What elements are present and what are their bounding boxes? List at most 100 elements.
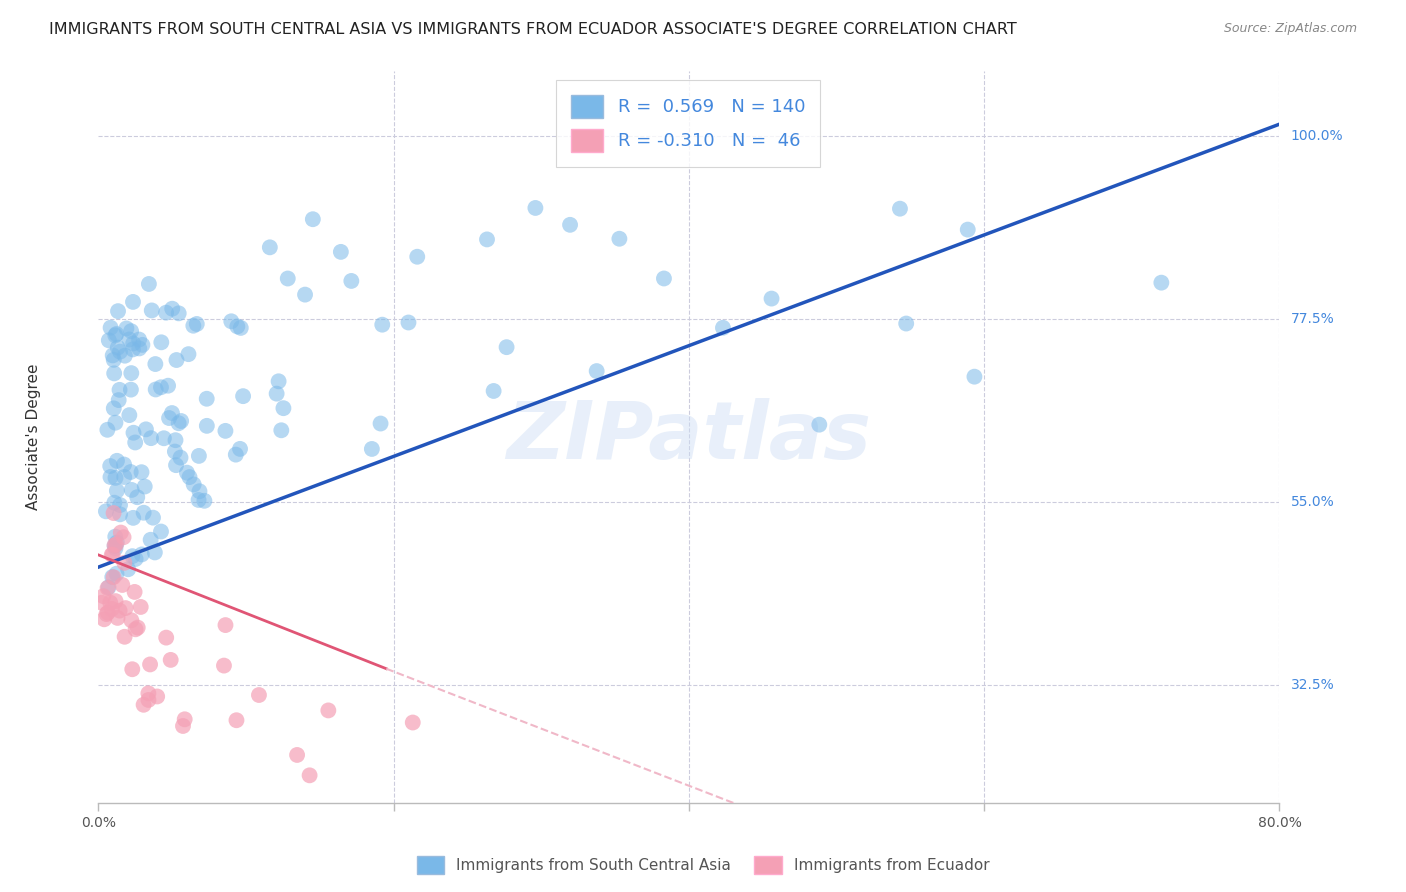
- Point: [104, 541, 127, 556]
- Text: ZIPatlas: ZIPatlas: [506, 398, 872, 476]
- Point: [229, 321, 252, 335]
- Point: [121, 549, 143, 564]
- Point: [166, 353, 188, 368]
- Point: [121, 662, 143, 676]
- Point: [120, 613, 142, 627]
- Point: [318, 703, 340, 717]
- Text: 32.5%: 32.5%: [1291, 678, 1334, 692]
- Point: [172, 719, 194, 733]
- Point: [143, 545, 166, 559]
- Point: [221, 314, 243, 328]
- Point: [108, 344, 131, 359]
- Point: [104, 530, 127, 544]
- Point: [124, 585, 146, 599]
- Point: [128, 333, 150, 347]
- Point: [112, 556, 135, 570]
- Point: [110, 525, 132, 540]
- Point: [177, 347, 200, 361]
- Point: [124, 622, 146, 636]
- Point: [482, 384, 505, 398]
- Point: [195, 418, 218, 433]
- Point: [157, 411, 180, 425]
- Point: [159, 653, 181, 667]
- Point: [120, 366, 142, 380]
- Point: [107, 611, 129, 625]
- Point: [956, 222, 979, 236]
- Point: [173, 712, 195, 726]
- Point: [135, 422, 157, 436]
- Point: [495, 340, 517, 354]
- Point: [370, 417, 392, 431]
- Point: [118, 333, 141, 347]
- Point: [360, 442, 382, 456]
- Point: [475, 232, 498, 246]
- Point: [101, 548, 124, 562]
- Point: [127, 490, 149, 504]
- Point: [808, 417, 831, 432]
- Point: [132, 506, 155, 520]
- Point: [193, 493, 215, 508]
- Point: [169, 450, 191, 465]
- Point: [117, 562, 139, 576]
- Point: [371, 318, 394, 332]
- Point: [167, 416, 190, 430]
- Point: [108, 604, 131, 618]
- Point: [186, 317, 208, 331]
- Point: [101, 570, 124, 584]
- Point: [302, 212, 325, 227]
- Point: [100, 320, 122, 334]
- Point: [163, 444, 186, 458]
- Point: [132, 698, 155, 712]
- Text: Associate's Degree: Associate's Degree: [25, 364, 41, 510]
- Point: [127, 621, 149, 635]
- Point: [105, 483, 128, 498]
- Point: [285, 747, 308, 762]
- Legend: Immigrants from South Central Asia, Immigrants from Ecuador: Immigrants from South Central Asia, Immi…: [411, 850, 995, 880]
- Point: [225, 713, 247, 727]
- Point: [139, 657, 162, 672]
- Point: [652, 271, 675, 285]
- Point: [114, 349, 136, 363]
- Point: [97, 580, 120, 594]
- Point: [558, 218, 581, 232]
- Point: [93, 612, 115, 626]
- Point: [114, 601, 136, 615]
- Point: [114, 630, 136, 644]
- Point: [963, 369, 986, 384]
- Point: [585, 364, 607, 378]
- Text: 100.0%: 100.0%: [1291, 129, 1343, 144]
- Text: 77.5%: 77.5%: [1291, 312, 1334, 326]
- Point: [103, 506, 125, 520]
- Point: [1150, 276, 1173, 290]
- Point: [111, 578, 134, 592]
- Point: [97, 334, 120, 348]
- Point: [108, 508, 131, 522]
- Point: [226, 319, 249, 334]
- Point: [124, 552, 146, 566]
- Point: [229, 442, 252, 456]
- Point: [406, 250, 429, 264]
- Point: [761, 292, 783, 306]
- Point: [139, 431, 162, 445]
- Point: [142, 510, 165, 524]
- Point: [122, 511, 145, 525]
- Point: [155, 631, 177, 645]
- Point: [98, 458, 121, 473]
- Point: [134, 479, 156, 493]
- Point: [524, 201, 547, 215]
- Point: [104, 594, 127, 608]
- Point: [105, 535, 128, 549]
- Point: [122, 336, 145, 351]
- Point: [141, 303, 163, 318]
- Point: [105, 537, 128, 551]
- Point: [165, 433, 187, 447]
- Point: [103, 538, 125, 552]
- Point: [145, 383, 167, 397]
- Point: [90, 596, 112, 610]
- Point: [896, 317, 918, 331]
- Point: [131, 465, 153, 479]
- Point: [120, 465, 142, 479]
- Point: [97, 581, 120, 595]
- Point: [609, 232, 631, 246]
- Point: [112, 458, 135, 472]
